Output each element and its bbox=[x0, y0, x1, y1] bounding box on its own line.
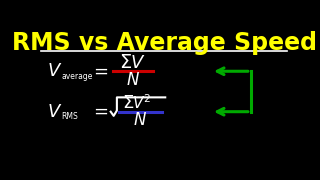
Text: RMS: RMS bbox=[61, 112, 78, 121]
Text: $N$: $N$ bbox=[126, 71, 140, 89]
Text: $\Sigma$: $\Sigma$ bbox=[122, 94, 134, 112]
Text: $V$: $V$ bbox=[47, 103, 63, 121]
Text: $\Sigma$: $\Sigma$ bbox=[119, 53, 132, 72]
Text: =: = bbox=[93, 62, 108, 80]
Text: $V$: $V$ bbox=[47, 62, 63, 80]
Text: $N$: $N$ bbox=[133, 111, 148, 129]
Text: average: average bbox=[61, 72, 92, 81]
Text: $V^2$: $V^2$ bbox=[132, 94, 151, 112]
Text: RMS vs Average Speed: RMS vs Average Speed bbox=[12, 31, 316, 55]
Text: =: = bbox=[93, 103, 108, 121]
Text: $V$: $V$ bbox=[130, 54, 146, 72]
